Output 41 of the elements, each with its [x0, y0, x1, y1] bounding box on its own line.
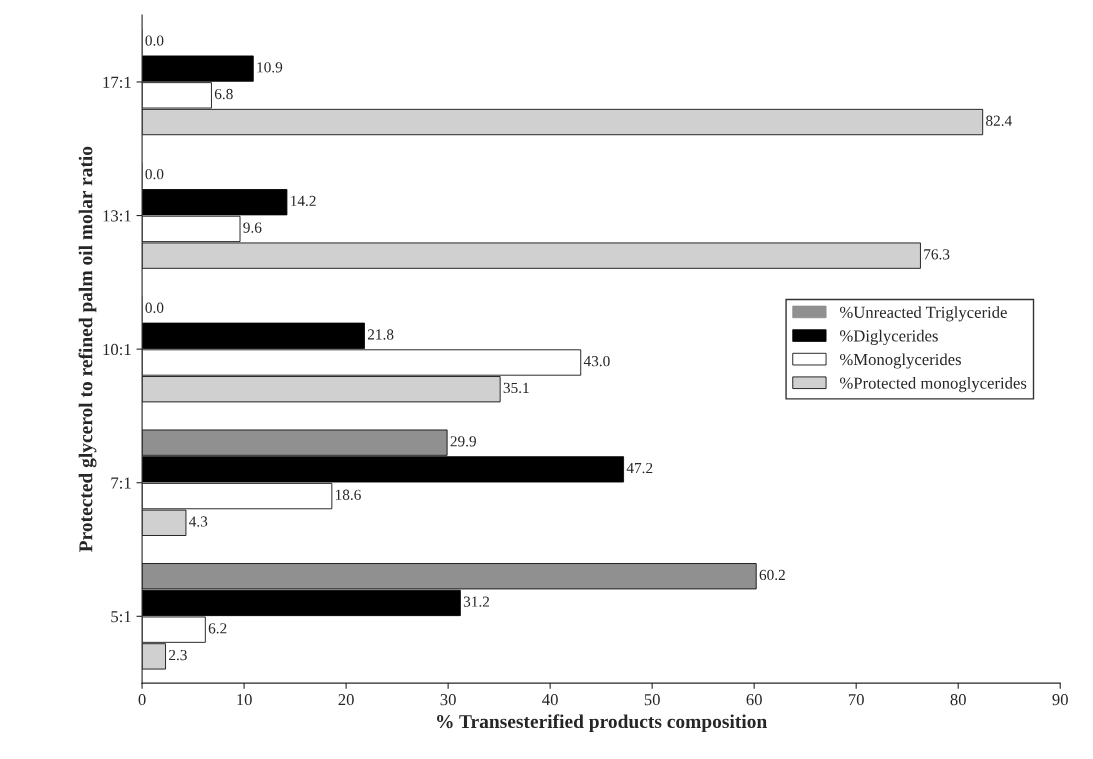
data-label: 0.0 [145, 168, 164, 180]
data-label: 2.3 [169, 649, 187, 661]
x-tick-label: 20 [338, 694, 354, 706]
x-tick-label: 70 [848, 694, 864, 706]
legend-label: %Protected monoglycerides [839, 377, 1027, 393]
x-tick-label: 30 [440, 694, 456, 706]
x-tick-label: 50 [644, 694, 660, 706]
y-tick-label: 5:1 [111, 611, 131, 623]
data-label: 10.9 [257, 62, 283, 73]
y-tick-label: 13:1 [103, 210, 131, 222]
x-axis-title: % Transesterified products composition [437, 714, 767, 733]
x-tick-label: 90 [1052, 694, 1068, 706]
y-tick-label: 10:1 [103, 343, 131, 356]
data-label: 43.0 [583, 356, 610, 367]
data-label: 0.0 [145, 302, 164, 313]
data-label: 9.6 [243, 222, 262, 233]
data-label: 18.6 [335, 489, 361, 500]
data-label: 0.0 [145, 35, 164, 46]
data-label: 6.2 [208, 623, 227, 634]
data-label: 29.9 [450, 436, 476, 447]
x-tick-label: 10 [237, 694, 252, 706]
data-label: 76.3 [924, 249, 950, 260]
y-axis-title: Protected glycerol to refined palm oil molar ratio [78, 146, 97, 552]
legend-label: %Unreacted Triglyceride [839, 306, 1007, 322]
x-tick-label: 60 [746, 694, 762, 706]
x-tick-label: 0 [138, 694, 146, 706]
data-label: 14.2 [291, 195, 316, 207]
data-label: 60.2 [759, 569, 785, 581]
data-label: 35.1 [503, 382, 529, 394]
data-label: 21.8 [367, 329, 394, 340]
legend-label: %Monoglycerides [839, 353, 961, 369]
data-label: 6.8 [214, 88, 233, 100]
data-label: 4.3 [189, 516, 208, 527]
y-tick-label: 7:1 [111, 477, 131, 489]
y-tick-label: 17:1 [103, 76, 131, 88]
data-label: 47.2 [626, 462, 653, 474]
data-label: 82.4 [986, 115, 1012, 126]
x-tick-label: 80 [950, 694, 966, 706]
x-tick-label: 40 [542, 694, 558, 706]
legend-label: %Diglycerides [839, 329, 938, 345]
data-label: 31.2 [463, 596, 490, 607]
